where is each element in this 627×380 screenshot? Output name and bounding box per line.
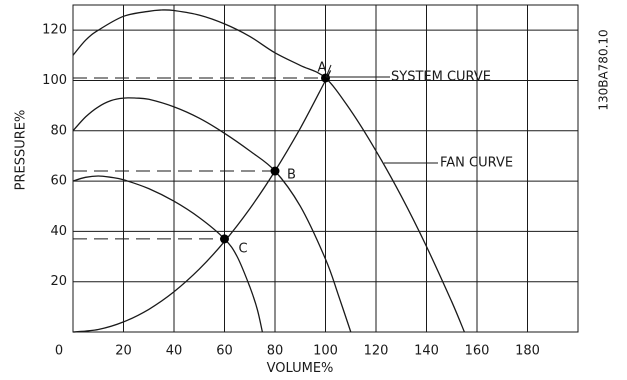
- y-tick-label: 100: [42, 73, 67, 88]
- point-label-c: C: [239, 241, 248, 256]
- system-curve-leader-tick: [325, 64, 332, 78]
- point-c: [220, 234, 229, 244]
- y-tick-label: 40: [50, 224, 67, 239]
- x-tick-label: 140: [414, 344, 439, 359]
- operating-points: A B C: [220, 60, 330, 256]
- x-axis-title: VOLUME%: [267, 361, 334, 376]
- y-tick-label: 80: [50, 123, 67, 138]
- x-tick-label: 180: [515, 344, 540, 359]
- series-system-curve: [72, 70, 332, 333]
- point-label-a: A: [318, 60, 327, 75]
- y-axis-title: PRESSURE%: [14, 110, 29, 191]
- y-tick-label: 60: [50, 174, 67, 189]
- tick-labels: 0 20 40 60 80 100 120 140 160 180 20 40 60 80 100 120: [42, 23, 540, 359]
- dashed-guides: [73, 77, 326, 240]
- x-tick-label: 60: [216, 344, 233, 359]
- system-curve-label: SYSTEM CURVE: [391, 70, 491, 85]
- series-fan-curve-80: [72, 97, 352, 333]
- curves: [72, 9, 465, 333]
- document-reference: 130BA780.10: [597, 29, 611, 110]
- point-a: [321, 73, 330, 83]
- x-tick-label: 80: [267, 344, 284, 359]
- x-tick-label: 0: [55, 344, 63, 359]
- series-fan-curve-60: [72, 175, 264, 333]
- annotations: SYSTEM CURVE FAN CURVE: [325, 64, 513, 171]
- x-tick-label: 20: [115, 344, 132, 359]
- x-tick-label: 100: [313, 344, 338, 359]
- x-tick-label: 120: [364, 344, 389, 359]
- point-b: [270, 166, 280, 176]
- x-tick-label: 40: [166, 344, 183, 359]
- grid: [72, 4, 579, 333]
- y-tick-label: 20: [50, 274, 67, 289]
- y-tick-label: 120: [42, 23, 67, 38]
- x-tick-label: 160: [465, 344, 490, 359]
- point-label-b: B: [287, 168, 296, 183]
- fan-curve-label: FAN CURVE: [440, 156, 513, 171]
- series-fan-curve-100: [72, 9, 465, 333]
